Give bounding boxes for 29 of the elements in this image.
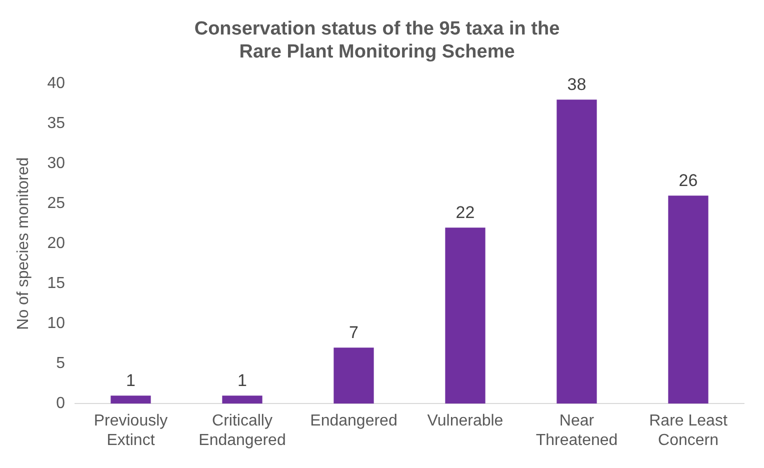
y-tick-label: 0	[56, 395, 66, 412]
y-tick-label: 10	[47, 315, 66, 332]
x-tick-label: Endangered	[310, 412, 398, 430]
x-tick-label: Near Threatened	[536, 412, 618, 449]
data-label: 38	[567, 74, 586, 94]
bar	[445, 228, 486, 404]
x-tick-label: Rare Least Concern	[649, 412, 728, 449]
data-label: 1	[238, 370, 247, 390]
y-tick-label: 25	[47, 195, 66, 212]
bar	[556, 100, 597, 404]
data-label: 22	[456, 202, 475, 222]
y-tick-label: 5	[56, 355, 66, 372]
bar	[110, 396, 151, 404]
bar	[334, 348, 374, 404]
y-tick-label: 20	[47, 235, 66, 252]
y-tick-label: 40	[47, 75, 66, 92]
y-tick-label: 30	[47, 155, 66, 172]
y-tick-label: 35	[47, 115, 66, 132]
x-tick-label: Previously Extinct	[94, 412, 168, 449]
x-tick-label: Vulnerable	[427, 412, 504, 430]
data-label: 7	[349, 322, 358, 342]
data-label: 26	[678, 170, 698, 190]
x-tick-label: Critically Endangered	[198, 412, 286, 449]
y-axis-title: No of species monitored	[15, 157, 32, 330]
data-label: 1	[126, 370, 136, 390]
bar	[222, 396, 262, 404]
chart-title: Conservation status of the 95 taxa in the Rare Plant Monitoring Scheme	[194, 18, 560, 62]
y-tick-label: 15	[47, 275, 66, 292]
bar	[668, 196, 708, 404]
